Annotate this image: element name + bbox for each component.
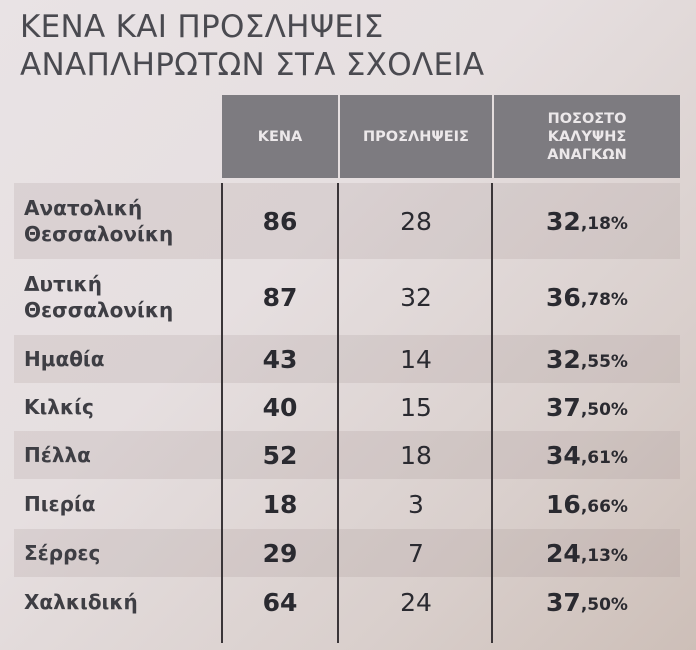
title-line-2: ΑΝΑΠΛΗΡΩΤΩΝ ΣΤΑ ΣΧΟΛΕΙΑ xyxy=(20,47,485,83)
row-name: Ημαθία xyxy=(24,347,105,371)
table-row: Ανατολική Θεσσαλονίκη 86 28 32,18% xyxy=(0,183,696,259)
row-name: Δυτική Θεσσαλονίκη xyxy=(24,272,174,322)
table-row: Πέλλα 52 18 34,61% xyxy=(0,431,696,479)
proslipseis-value: 3 xyxy=(408,489,424,519)
pososto-value: 34,61% xyxy=(546,440,628,470)
row-name: Κιλκίς xyxy=(24,395,94,419)
page-title: ΚΕΝΑ ΚΑΙ ΠΡΟΣΛΗΨΕΙΣ ΑΝΑΠΛΗΡΩΤΩΝ ΣΤΑ ΣΧΟΛ… xyxy=(20,8,484,84)
column-divider xyxy=(337,183,339,643)
header-pososto-line-1: ΠΟΣΟΣΤΟ xyxy=(547,110,627,127)
kena-value: 29 xyxy=(262,538,298,568)
proslipseis-value: 24 xyxy=(400,587,432,617)
table-row: Πιερία 18 3 16,66% xyxy=(0,479,696,529)
pososto-value: 36,78% xyxy=(546,282,628,312)
kena-value: 40 xyxy=(262,392,298,422)
header-kena: ΚΕΝΑ xyxy=(222,95,338,178)
table-row: Δυτική Θεσσαλονίκη 87 32 36,78% xyxy=(0,259,696,335)
header-proslipseis: ΠΡΟΣΛΗΨΕΙΣ xyxy=(340,95,492,178)
pososto-value: 37,50% xyxy=(546,392,628,422)
header-pososto: ΠΟΣΟΣΤΟ ΚΑΛΥΨΗΣ ΑΝΑΓΚΩΝ xyxy=(494,95,680,178)
pososto-value: 16,66% xyxy=(546,489,628,519)
kena-value: 87 xyxy=(262,282,298,312)
column-divider xyxy=(491,183,493,643)
kena-value: 43 xyxy=(262,344,298,374)
proslipseis-value: 14 xyxy=(400,344,432,374)
proslipseis-value: 32 xyxy=(400,282,432,312)
proslipseis-value: 15 xyxy=(400,392,432,422)
pososto-value: 32,55% xyxy=(546,344,628,374)
pososto-value: 32,18% xyxy=(546,206,628,236)
row-name: Σέρρες xyxy=(24,541,101,565)
row-name: Ανατολική Θεσσαλονίκη xyxy=(24,196,174,246)
proslipseis-value: 7 xyxy=(408,538,424,568)
kena-value: 52 xyxy=(262,440,298,470)
row-name: Χαλκιδική xyxy=(24,590,138,614)
pososto-value: 37,50% xyxy=(546,587,628,617)
kena-value: 86 xyxy=(262,206,298,236)
table-row: Κιλκίς 40 15 37,50% xyxy=(0,383,696,431)
table-header: ΚΕΝΑ ΠΡΟΣΛΗΨΕΙΣ ΠΟΣΟΣΤΟ ΚΑΛΥΨΗΣ ΑΝΑΓΚΩΝ xyxy=(222,95,680,178)
title-line-1: ΚΕΝΑ ΚΑΙ ΠΡΟΣΛΗΨΕΙΣ xyxy=(20,9,384,45)
column-divider xyxy=(221,183,223,643)
kena-value: 64 xyxy=(262,587,298,617)
pososto-value: 24,13% xyxy=(546,538,628,568)
proslipseis-value: 18 xyxy=(400,440,432,470)
header-pososto-line-2: ΚΑΛΥΨΗΣ xyxy=(547,128,627,145)
row-name: Πιερία xyxy=(24,492,96,516)
kena-value: 18 xyxy=(262,489,298,519)
table-row: Σέρρες 29 7 24,13% xyxy=(0,529,696,577)
proslipseis-value: 28 xyxy=(400,206,432,236)
row-name: Πέλλα xyxy=(24,443,91,467)
table-row: Χαλκιδική 64 24 37,50% xyxy=(0,577,696,627)
header-pososto-line-3: ΑΝΑΓΚΩΝ xyxy=(547,146,627,163)
table-row: Ημαθία 43 14 32,55% xyxy=(0,335,696,383)
